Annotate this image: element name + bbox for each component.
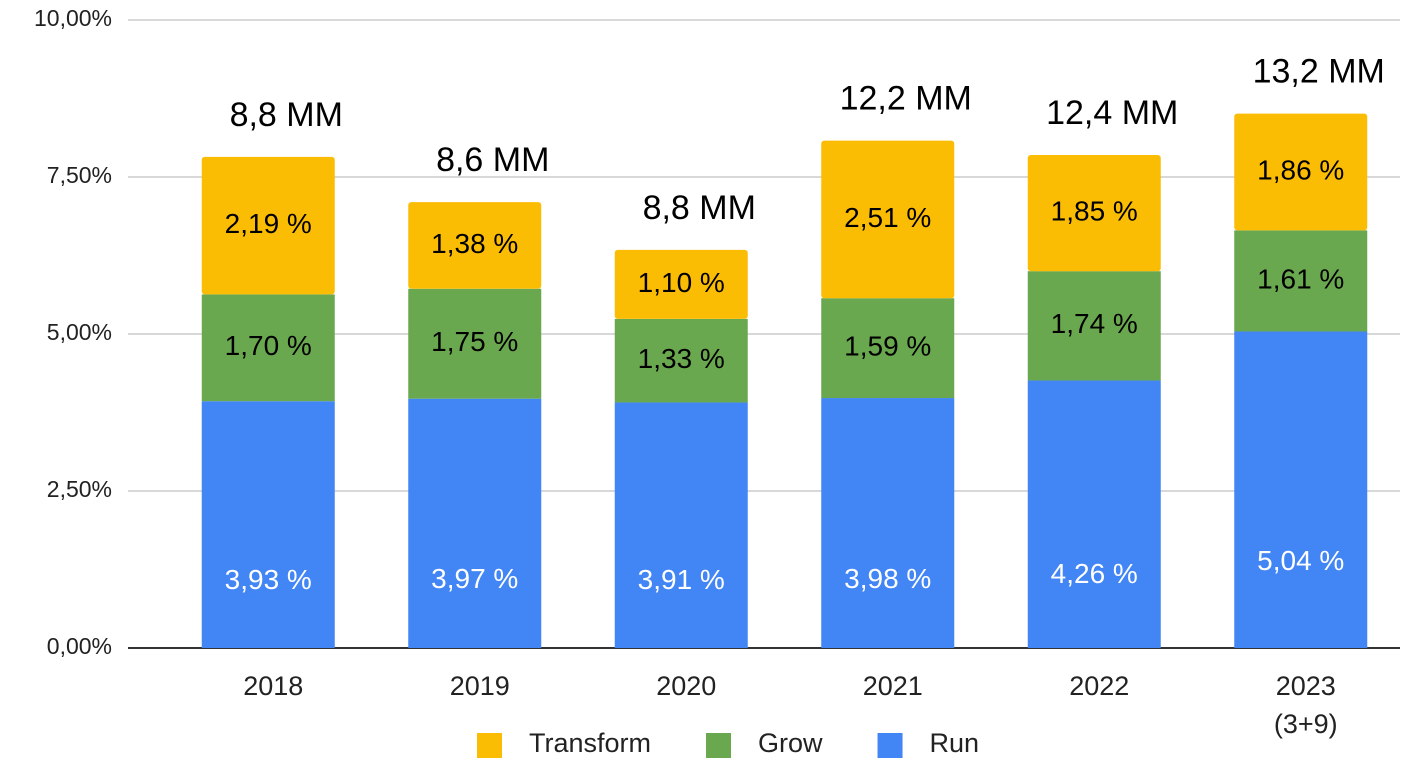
data-label: 1,33 % <box>638 343 725 374</box>
bar-segment <box>1027 271 1161 381</box>
x-tick-line: 2022 <box>1069 671 1129 701</box>
legend-label: Grow <box>758 728 823 758</box>
x-tick-label: 2018 <box>243 671 303 701</box>
data-label: 1,74 % <box>1051 308 1138 339</box>
data-label: 2,19 % <box>225 208 312 239</box>
bar-segment <box>408 398 542 648</box>
data-label: 1,75 % <box>431 326 518 357</box>
x-tick-line: 2020 <box>656 671 716 701</box>
y-tick-label: 0,00% <box>47 633 112 659</box>
bar-segment <box>1234 113 1368 231</box>
data-label: 1,10 % <box>638 267 725 298</box>
bar-segment <box>1234 331 1368 648</box>
bar-segment <box>408 202 542 289</box>
legend-swatch <box>477 733 502 758</box>
data-label: 5,04 % <box>1257 545 1344 576</box>
bar-segment <box>1234 230 1368 332</box>
data-label: 2,51 % <box>844 202 931 233</box>
legend-label: Transform <box>529 728 651 758</box>
data-label: 1,85 % <box>1051 196 1138 227</box>
total-label: 8,6 MM <box>436 141 549 179</box>
data-label: 3,91 % <box>638 564 725 595</box>
data-label: 1,70 % <box>225 330 312 361</box>
x-tick-line: 2018 <box>243 671 303 701</box>
data-label: 3,97 % <box>431 563 518 594</box>
total-label: 8,8 MM <box>230 96 343 134</box>
x-tick-label: 2023 (3+9) <box>1274 671 1338 739</box>
x-tick-line: 2019 <box>450 671 510 701</box>
total-label: 12,4 MM <box>1046 94 1178 132</box>
data-label: 3,93 % <box>225 564 312 595</box>
bar-segment <box>614 318 748 403</box>
x-tick-line: 2021 <box>863 671 923 701</box>
y-tick-label: 10,00% <box>34 5 112 31</box>
bar-segment <box>201 401 335 648</box>
bar-segment <box>1027 380 1161 648</box>
bar-segment <box>821 398 955 648</box>
data-label: 4,26 % <box>1051 558 1138 589</box>
bar-segment <box>1027 155 1161 272</box>
x-tick-label: 2019 <box>450 671 510 701</box>
x-tick-label: 2020 <box>656 671 716 701</box>
legend-swatch <box>877 733 903 758</box>
data-label: 3,98 % <box>844 563 931 594</box>
data-label: 1,38 % <box>431 228 518 259</box>
y-tick-label: 5,00% <box>47 319 112 345</box>
bar-segment <box>614 249 748 319</box>
x-tick-label: 2021 <box>863 671 923 701</box>
data-label: 1,86 % <box>1257 154 1344 185</box>
data-label: 1,61 % <box>1257 263 1344 294</box>
total-label: 8,8 MM <box>643 189 756 227</box>
total-label: 13,2 MM <box>1253 53 1385 91</box>
y-tick-label: 7,50% <box>47 162 112 188</box>
legend-label: Run <box>930 728 980 758</box>
x-tick-label: 2022 <box>1069 671 1129 701</box>
legend-swatch <box>706 733 732 758</box>
x-tick-line: 2023 <box>1276 671 1336 701</box>
data-label: 1,59 % <box>844 331 931 362</box>
bar-segment <box>201 156 335 295</box>
bar-segment <box>614 402 748 648</box>
total-label: 12,2 MM <box>840 80 972 118</box>
x-tick-line: (3+9) <box>1274 709 1338 739</box>
bar-segment <box>408 288 542 399</box>
bar-segment <box>821 140 955 299</box>
y-tick-label: 2,50% <box>47 476 112 502</box>
bar-segment <box>821 298 955 399</box>
bar-segment <box>201 294 335 402</box>
